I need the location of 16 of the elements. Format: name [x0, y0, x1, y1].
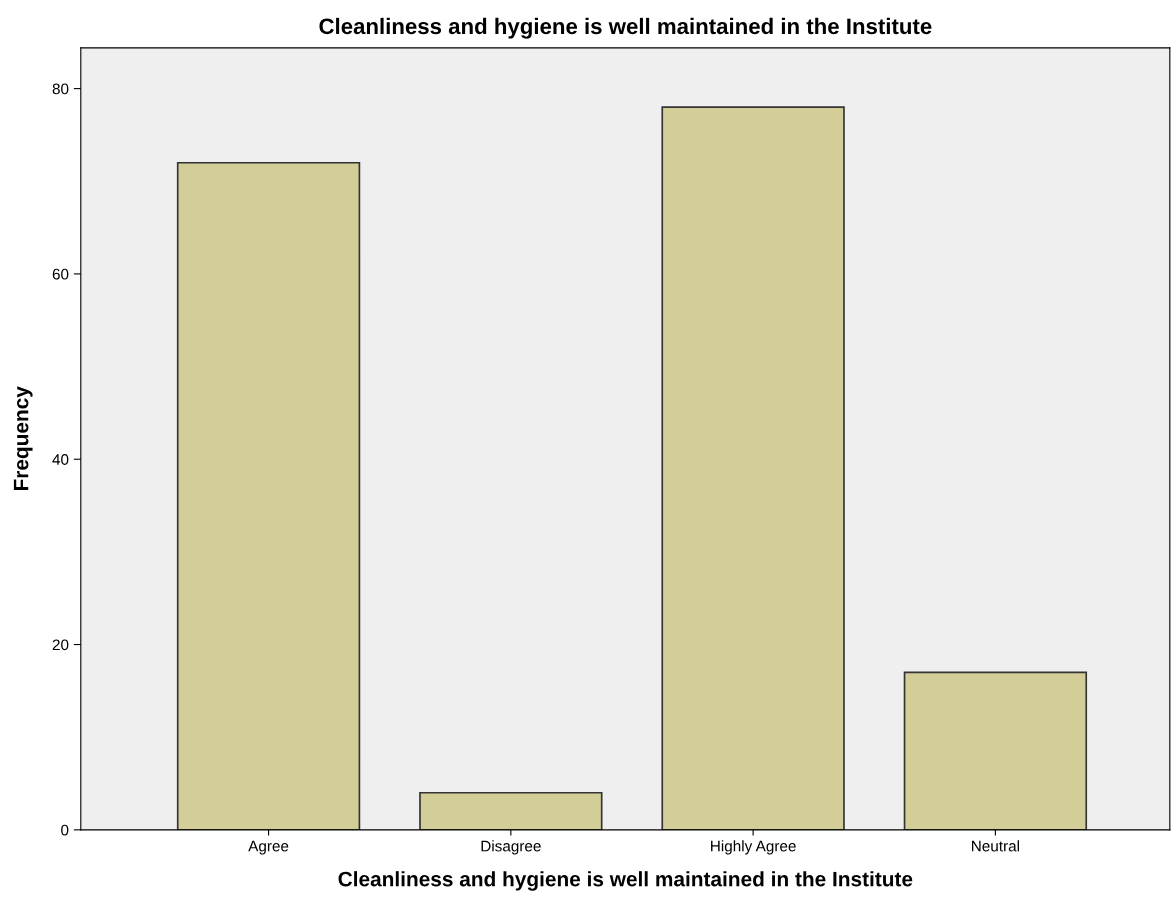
y-tick-label: 20 — [52, 639, 69, 651]
y-tick-label: 0 — [61, 824, 69, 836]
bar — [903, 671, 1088, 830]
chart-title: Cleanliness and hygiene is well maintained in the Institute — [319, 17, 932, 39]
x-axis-title: Cleanliness and hygiene is well maintained in the Institute — [338, 871, 913, 891]
bar — [176, 161, 361, 830]
x-tick-label: Neutral — [972, 840, 1019, 852]
x-tick-label: Highly Agree — [711, 840, 796, 855]
bar — [661, 106, 845, 830]
y-tick-label: 60 — [52, 268, 69, 280]
bar — [419, 791, 603, 830]
x-tick-label: Agree — [248, 840, 289, 855]
y-axis-title: Frequency — [13, 386, 33, 491]
y-tick-label: 40 — [52, 454, 69, 465]
x-tick-label: Disagree — [481, 840, 541, 855]
y-tick-label: 80 — [52, 83, 69, 95]
